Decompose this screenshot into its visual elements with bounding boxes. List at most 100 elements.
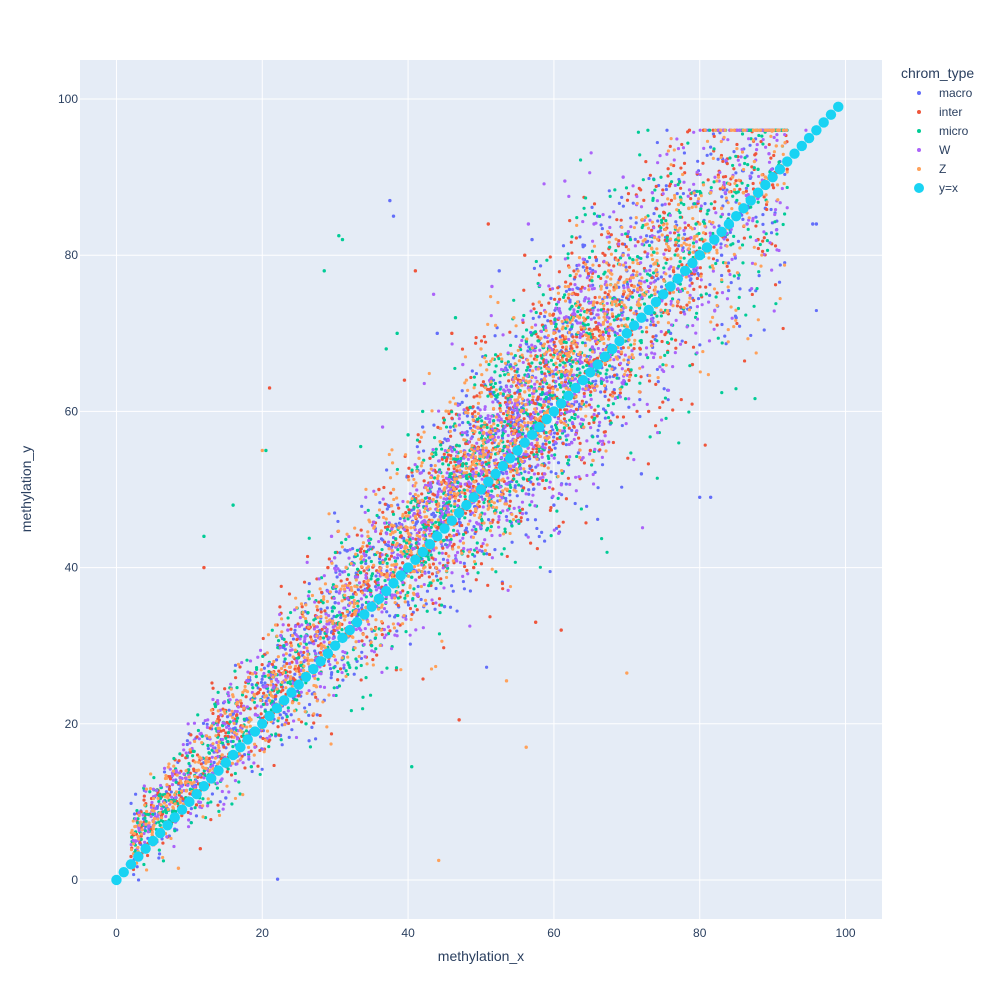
data-point [554,322,558,326]
data-point [578,371,582,375]
data-point [438,610,442,615]
data-point [705,212,709,216]
data-point [561,520,565,524]
data-point [216,714,221,719]
data-point [652,178,656,182]
data-point [595,301,599,305]
data-point [553,297,557,301]
data-point [709,152,713,156]
data-point [646,284,651,289]
data-point [513,391,517,395]
data-point [216,701,220,706]
data-point [438,470,442,474]
data-point [388,629,392,633]
data-point [578,441,582,445]
data-point [182,772,186,776]
data-point [485,552,489,556]
data-point [233,663,238,667]
data-point [557,524,561,528]
data-point [403,519,407,523]
data-point [711,132,716,136]
data-point [587,255,592,260]
data-point [596,308,600,312]
data-point [227,708,231,712]
data-point [549,402,554,406]
data-point [432,436,437,440]
data-point [420,409,425,414]
data-point [668,213,672,217]
data-point [687,251,692,255]
data-point [576,451,580,455]
data-point [263,674,267,678]
data-point [161,810,165,814]
data-point [712,245,716,249]
data-point [475,550,480,554]
data-point [329,672,334,677]
data-point [462,561,466,565]
data-point [592,202,597,206]
data-point [609,233,613,237]
data-point [737,295,741,299]
data-point [512,298,516,302]
data-point [729,243,733,247]
data-point [309,635,313,639]
data-point [522,417,526,421]
data-point [553,446,557,450]
data-point [349,595,353,599]
data-point [494,364,498,368]
data-point [314,737,318,741]
data-point [334,590,338,594]
data-point [380,633,384,637]
data-point [211,746,215,750]
data-point [644,234,649,238]
data-point [665,239,669,243]
data-point [541,442,545,446]
data-point [138,841,142,845]
data-point [455,550,460,555]
data-point [557,297,562,301]
data-point [570,415,574,420]
data-point [551,313,555,317]
data-point [570,304,574,308]
data-point [617,313,621,318]
data-point [522,313,526,318]
data-point [719,246,723,250]
data-point [542,314,547,319]
data-point [379,537,384,541]
data-point [638,414,642,419]
data-point [398,591,403,595]
data-point [444,459,448,463]
data-point [342,666,346,670]
data-point [409,508,413,512]
data-point [529,426,533,431]
data-point [600,226,604,231]
data-point [212,760,216,765]
data-point [405,505,409,509]
data-point [316,644,320,648]
data-point [626,230,630,234]
data-point [186,783,190,787]
data-point [449,460,453,465]
data-point [772,153,776,158]
data-point [624,245,628,249]
data-point [299,720,304,724]
data-point [315,608,320,612]
data-point [440,603,444,607]
data-point [293,697,297,702]
data-point [468,472,472,476]
data-point [670,180,674,184]
data-point [471,415,475,419]
data-point [529,480,533,484]
data-point [493,353,498,357]
data-point [678,179,682,184]
data-point [653,188,657,192]
data-point [472,395,476,399]
data-point [530,442,534,447]
data-point [692,202,697,206]
data-point [647,379,652,383]
data-point [491,400,495,404]
data-point [365,544,369,548]
data-point [785,185,789,190]
data-point [744,313,748,317]
data-point [471,405,475,409]
